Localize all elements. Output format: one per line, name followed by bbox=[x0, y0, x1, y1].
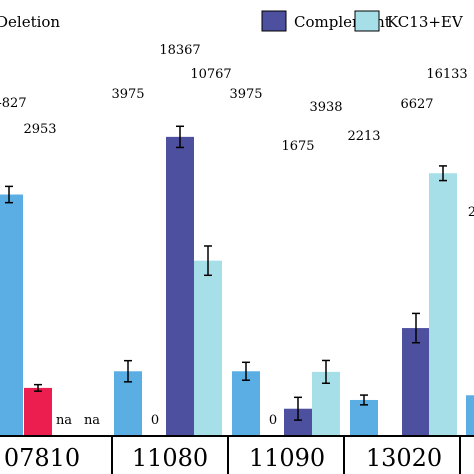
legend-label-3: KC13+EV bbox=[387, 13, 464, 31]
value-label-2-2: 1675 bbox=[281, 139, 314, 154]
category-label-2: 11090 bbox=[249, 444, 325, 472]
bar-2-3 bbox=[402, 328, 430, 436]
value-label-0-2: 3975 bbox=[229, 87, 262, 102]
value-label-0-3: 2213 bbox=[347, 129, 380, 144]
value-label-0-1: 3975 bbox=[111, 87, 144, 102]
value-label-1-2: 0 bbox=[151, 413, 159, 428]
bar-3-3 bbox=[429, 173, 457, 436]
value-label-1-1: na bbox=[56, 413, 72, 428]
value-label-2-1: na bbox=[84, 413, 100, 428]
value-label-1-3: 0 bbox=[269, 413, 277, 428]
bar-2-0 bbox=[166, 136, 194, 436]
bar-0-0 bbox=[0, 194, 23, 436]
bar-0-4 bbox=[466, 395, 474, 436]
value-label-0-0: -827 bbox=[0, 96, 27, 111]
value-label-0-4: 2 bbox=[468, 205, 474, 220]
value-label-3-3: 16133 bbox=[426, 67, 467, 82]
bar-0-2 bbox=[232, 371, 260, 436]
legend-label-1: Deletion bbox=[0, 13, 60, 31]
legend-swatch-2 bbox=[261, 10, 287, 32]
value-label-2-3: 6627 bbox=[400, 97, 433, 112]
value-label-2-0: 18367 bbox=[159, 43, 200, 58]
legend-swatch-3 bbox=[354, 10, 380, 32]
bar-0-3 bbox=[350, 399, 378, 436]
value-label-3-0: 10767 bbox=[190, 67, 231, 82]
value-label-1-0: 2953 bbox=[23, 122, 56, 137]
bar-3-0 bbox=[194, 260, 222, 436]
category-label-1: 11080 bbox=[132, 444, 208, 472]
category-label-3: 13020 bbox=[366, 444, 442, 472]
bar-1-0 bbox=[24, 387, 52, 436]
category-label-0: 07810 bbox=[4, 444, 80, 472]
value-label-3-2: 3938 bbox=[309, 100, 342, 115]
